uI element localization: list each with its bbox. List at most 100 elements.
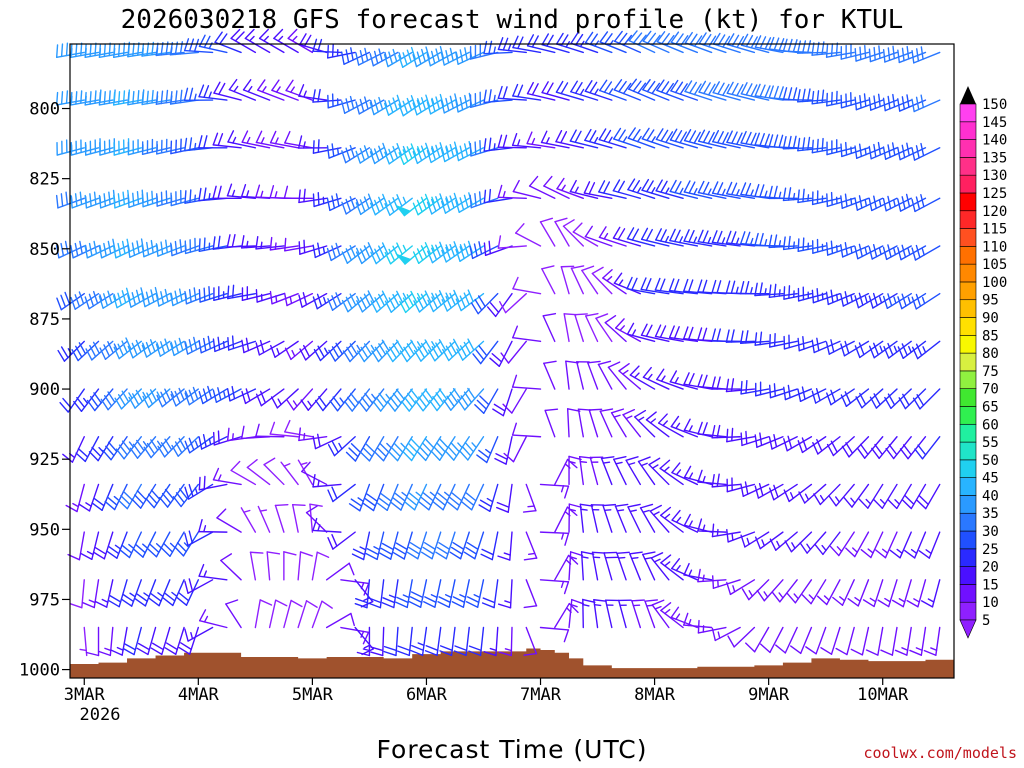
wind-barb [576, 361, 590, 390]
colorbar-segment [959, 548, 977, 567]
wind-barb [584, 80, 613, 101]
wind-barb [240, 507, 257, 533]
wind-barb [298, 84, 328, 101]
colorbar-label: 65 [982, 399, 999, 415]
wind-barb [257, 505, 271, 533]
wind-barb [656, 368, 684, 390]
colorbar-segment [959, 477, 977, 496]
wind-barb [911, 244, 941, 261]
wind-barb [416, 436, 442, 462]
wind-barb [241, 286, 271, 302]
wind-barb [372, 388, 399, 412]
wind-barb [711, 523, 741, 538]
wind-barb [358, 388, 385, 412]
wind-barb [174, 531, 200, 557]
wind-barb [856, 436, 884, 459]
wind-barb [326, 43, 356, 59]
wind-barb [376, 483, 399, 512]
wind-barb [911, 340, 941, 360]
wind-barb [73, 388, 100, 412]
wind-barb [727, 626, 756, 648]
wind-barb [198, 286, 228, 303]
wind-barb [498, 626, 513, 657]
wind-barb [348, 483, 371, 512]
wind-barb [589, 456, 604, 486]
colorbar-label: 50 [982, 453, 999, 469]
wind-barb [613, 456, 627, 486]
wind-barb [132, 531, 157, 558]
wind-barb [697, 469, 727, 486]
wind-barb [523, 531, 538, 561]
wind-barb [740, 82, 770, 101]
wind-barb [400, 388, 428, 412]
wind-barb [356, 626, 371, 657]
wind-barb [136, 626, 157, 656]
colorbar-label: 115 [982, 222, 1007, 238]
wind-barb [212, 132, 242, 149]
wind-barb [580, 551, 595, 581]
colorbar-segment [959, 317, 977, 336]
wind-barb [894, 626, 912, 656]
colorbar-segment [959, 512, 977, 532]
wind-barb [612, 179, 642, 199]
colorbar-label: 25 [982, 542, 999, 558]
wind-barb [392, 531, 413, 560]
colorbar-label: 85 [982, 328, 999, 344]
colorbar-segment [959, 423, 977, 443]
wind-barb [255, 423, 285, 438]
wind-barb [828, 483, 855, 507]
wind-barb [613, 30, 642, 54]
wind-barb [745, 626, 770, 653]
colorbar-label: 10 [982, 595, 999, 611]
wind-barb [268, 599, 288, 629]
wind-barb [882, 244, 912, 261]
wind-barb [614, 503, 629, 533]
wind-barb [618, 599, 632, 629]
colorbar-segment [959, 584, 977, 603]
wind-barb [420, 531, 442, 560]
wind-barb [923, 626, 941, 656]
wind-barb [912, 388, 941, 410]
wind-barb [483, 188, 513, 204]
wind-barb [447, 483, 470, 511]
wind-barb [641, 127, 670, 149]
colorbar-label: 105 [982, 257, 1007, 273]
wind-barb [65, 483, 85, 513]
wind-barb [325, 612, 355, 629]
wind-barb [439, 626, 456, 656]
wind-barb [554, 554, 579, 581]
wind-barb [697, 129, 727, 149]
wind-barb [230, 28, 257, 54]
wind-barb [94, 579, 114, 608]
colorbar-segment [959, 601, 977, 621]
wind-barb [249, 551, 264, 581]
wind-barb [284, 340, 314, 361]
wind-barb [659, 459, 684, 486]
wind-barb [911, 292, 941, 310]
wind-barb [453, 626, 470, 657]
wind-barb [660, 506, 684, 533]
wind-barb [826, 191, 855, 208]
wind-barb [404, 483, 428, 511]
wind-barb [868, 292, 898, 309]
wind-barb [342, 340, 371, 363]
wind-barb [600, 456, 615, 486]
wind-barb [526, 81, 556, 101]
wind-barb [85, 626, 100, 657]
wind-barb [198, 135, 228, 149]
wind-barb [618, 362, 642, 390]
wind-barb [712, 81, 741, 101]
wind-barb [669, 228, 699, 247]
wind-barb [80, 531, 100, 561]
wind-barb [668, 278, 699, 295]
wind-barb [227, 130, 257, 149]
wind-barb [489, 340, 513, 368]
wind-barb [255, 388, 285, 407]
wind-barb [539, 579, 570, 595]
wind-barb [512, 276, 542, 295]
wind-barb [528, 175, 556, 199]
colorbar-segment [959, 210, 977, 229]
wind-barb [656, 79, 684, 101]
colorbar-bottom-arrow [959, 619, 977, 639]
wind-barb [554, 217, 570, 247]
